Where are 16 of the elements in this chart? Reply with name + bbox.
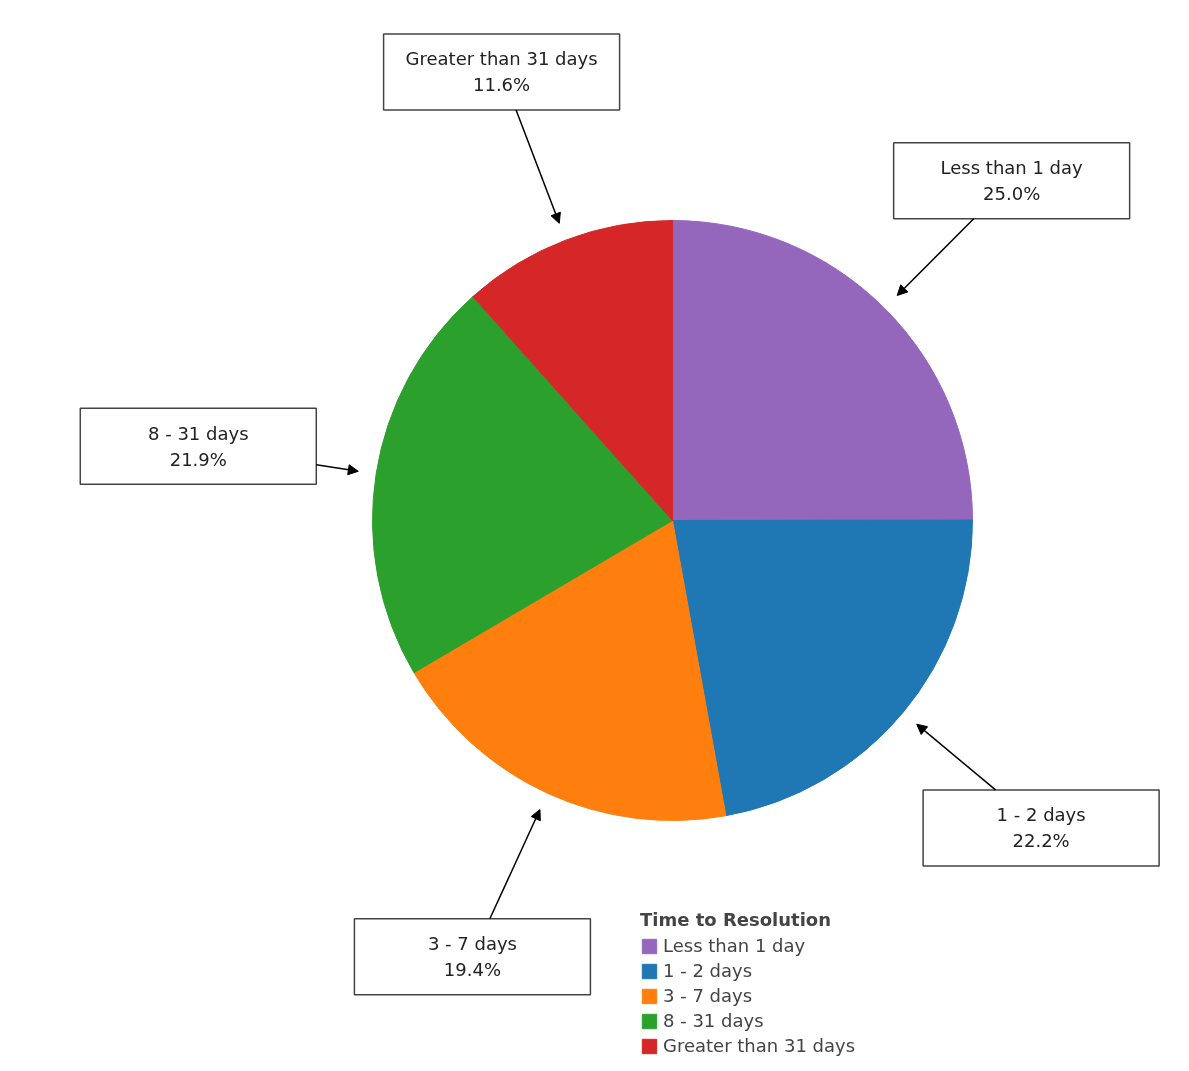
slice-label: 8 - 31 days	[148, 422, 249, 444]
legend-label: Greater than 31 days	[663, 1035, 856, 1056]
slice-label: 1 - 2 days	[996, 804, 1086, 826]
data-label: 19.4%	[443, 959, 502, 981]
legend-title: Time to Resolution	[640, 909, 832, 930]
data-label: 22.2%	[1012, 830, 1070, 852]
legend-label: 8 - 31 days	[663, 1010, 764, 1031]
slice-label: Less than 1 day	[940, 157, 1084, 179]
legend-label: 1 - 2 days	[663, 960, 753, 981]
legend-label: Less than 1 day	[663, 935, 806, 956]
data-label: 11.6%	[472, 74, 531, 96]
data-label: 25.0%	[983, 183, 1041, 205]
slice-label: Greater than 31 days	[405, 48, 598, 70]
data-label: 21.9%	[169, 448, 227, 470]
slice-label: 3 - 7 days	[427, 933, 517, 955]
legend-label: 3 - 7 days	[663, 985, 753, 1006]
